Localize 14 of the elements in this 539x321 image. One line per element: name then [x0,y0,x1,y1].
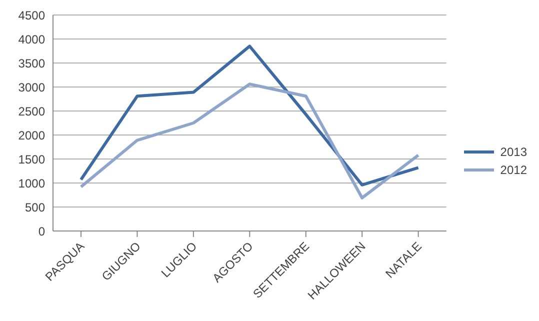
y-tick-label: 3500 [18,56,46,70]
line-series [80,44,420,186]
line-series [80,82,420,200]
legend-label: 2013 [500,144,527,158]
y-tick-label: 1500 [18,152,46,166]
y-tick-label: 3000 [18,80,46,94]
y-tick-label: 1000 [18,176,46,190]
y-tick-label: 4000 [18,32,46,46]
y-tick-label: 2000 [18,128,46,142]
y-tick-label: 4500 [18,8,46,22]
y-tick-label: 0 [38,224,46,238]
y-tick-label: 500 [24,200,46,214]
legend-label: 2012 [500,162,527,176]
y-tick-label: 2500 [18,104,46,118]
